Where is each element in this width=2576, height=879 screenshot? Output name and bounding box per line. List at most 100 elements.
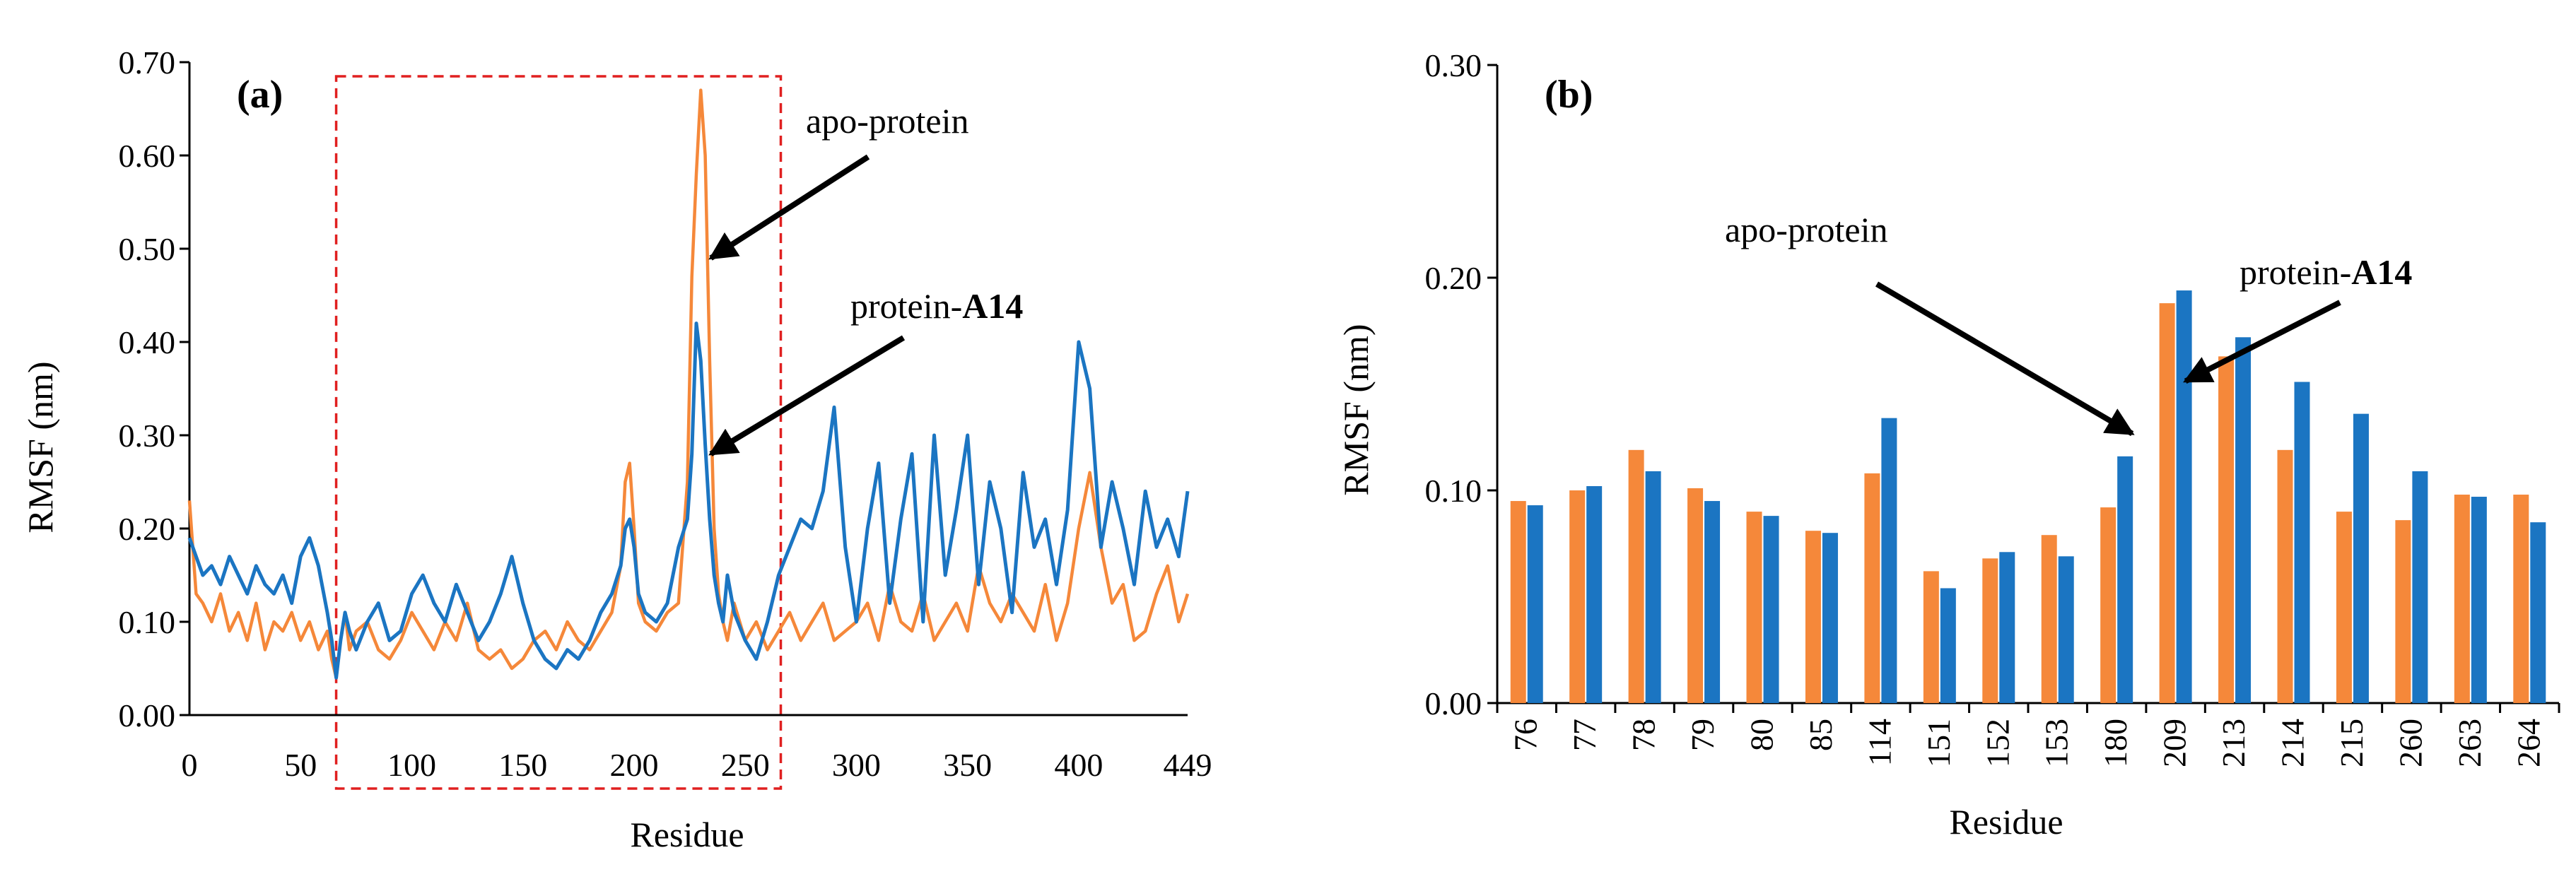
panel-b-x-tick-label: 213: [2215, 719, 2252, 767]
panel-a-a14-annotation-bold: A14: [962, 286, 1023, 326]
panel-b-bar-apo-protein: [2336, 512, 2352, 703]
panel-b-bar-protein-a14: [2058, 556, 2074, 703]
panel-a-x-tick-label: 449: [1164, 747, 1212, 783]
panel-b-y-tick-label: 0.00: [1425, 685, 1482, 721]
panel-b-label: (b): [1545, 73, 1593, 117]
panel-a-apo-annotation: apo-protein: [806, 101, 968, 141]
panel-b-bar-chart: (b) 0.00 0.10 0.20 0.30 76 77 78 79 80 85 114 151 15…: [1336, 47, 2560, 842]
panel-b-y-tick-label: 0.10: [1425, 473, 1482, 509]
panel-a-a14-arrow: [708, 335, 906, 456]
panel-a-a14-annotation: protein-A14: [850, 286, 1023, 326]
panel-a-y-tick-label: 0.70: [119, 45, 176, 81]
panel-a-apo-arrow: [708, 154, 870, 261]
panel-b-bar-apo-protein: [1805, 531, 1821, 703]
panel-b-x-tick-label: 152: [1979, 719, 2015, 767]
panel-b-x-tick-label: 214: [2275, 719, 2311, 767]
panel-a-annotations: apo-protein protein-A14: [708, 101, 1023, 456]
panel-b-bar-protein-a14: [1704, 501, 1721, 703]
panel-b-apo-annotation: apo-protein: [1725, 210, 1887, 249]
panel-b-bar-protein-a14: [2294, 382, 2310, 703]
panel-b-bar-apo-protein: [1628, 449, 1644, 703]
panel-a-y-tick-label: 0.60: [119, 138, 176, 174]
panel-b-bar-protein-a14: [1586, 485, 1603, 703]
panel-b-x-tick-label: 153: [2039, 719, 2075, 767]
panel-b-x-tick-label: 80: [1744, 719, 1780, 751]
panel-b-a14-annotation: protein-A14: [2240, 252, 2412, 292]
panel-a-x-tick-label: 300: [832, 747, 881, 783]
panel-b-x-tick-label: 114: [1861, 719, 1897, 766]
panel-b-x-tick-label: 209: [2157, 719, 2193, 767]
panel-a-a14-annotation-plain: protein-: [850, 286, 962, 326]
panel-a-y-tick-label: 0.30: [119, 418, 176, 454]
panel-a-y-tick-label: 0.20: [119, 511, 176, 547]
panel-b-bar-protein-a14: [1940, 588, 1956, 703]
panel-b-bar-protein-a14: [1645, 471, 1661, 703]
panel-b-bar-protein-a14: [2412, 471, 2428, 703]
panel-b-bar-protein-a14: [2235, 337, 2252, 703]
panel-b-bar-protein-a14: [2176, 290, 2192, 703]
panel-b-bar-protein-a14: [2471, 497, 2487, 703]
panel-b-a14-arrow: [2183, 300, 2341, 384]
panel-a-y-tick-label: 0.00: [119, 697, 176, 733]
panel-a-series-line-apo-protein: [187, 88, 1190, 680]
panel-b-x-tick-label: 78: [1626, 719, 1662, 751]
panel-a-y-tick-label: 0.10: [119, 604, 176, 640]
panel-b-bar-apo-protein: [1923, 571, 1939, 703]
panel-b-bar-protein-a14: [1881, 418, 1897, 703]
panel-a-line-chart: (a) 0.00 0.10 0.20 0.30 0.40 0.50 0.60 0.70 0 50 1…: [21, 45, 1212, 854]
panel-b-x-tick-label: 260: [2392, 719, 2428, 767]
panel-a-plot-area: [334, 75, 783, 790]
panel-b-bar-protein-a14: [2117, 456, 2133, 703]
panel-b-a14-annotation-plain: protein-: [2240, 252, 2351, 292]
panel-a-y-tick-label: 0.50: [119, 231, 176, 267]
panel-a-x-tick-label: 0: [182, 747, 198, 783]
panel-b-bar-apo-protein: [2513, 495, 2529, 703]
panel-b-bar-apo-protein: [2159, 303, 2175, 703]
panel-a-x-tick-label: 400: [1054, 747, 1103, 783]
panel-a-x-tick-label: 100: [387, 747, 436, 783]
panel-a-x-tick-label: 250: [721, 747, 770, 783]
panel-b-bar-protein-a14: [2353, 413, 2369, 703]
panel-b-bar-apo-protein: [2395, 520, 2411, 703]
panel-b-apo-arrow: [1875, 281, 2135, 437]
panel-b-y-tick-label: 0.20: [1425, 260, 1482, 296]
panel-b-a14-annotation-bold: A14: [2351, 252, 2412, 292]
panel-b-bar-apo-protein: [2041, 535, 2057, 703]
panel-a-y-tick-label: 0.40: [119, 324, 176, 360]
panel-a-x-tick-label: 200: [609, 747, 658, 783]
panel-b-bar-apo-protein: [1687, 488, 1704, 703]
panel-b-bar-apo-protein: [2277, 449, 2293, 703]
panel-b-y-tick-label: 0.30: [1425, 47, 1482, 83]
panel-b-bar-protein-a14: [1763, 516, 1779, 703]
panel-a-series: [187, 88, 1190, 680]
panel-b-x-axis-title: Residue: [1949, 802, 2063, 842]
panel-b-x-tick-label: 151: [1921, 719, 1957, 767]
panel-b-bar-apo-protein: [1982, 558, 1998, 703]
panel-b-bar-apo-protein: [2100, 507, 2117, 703]
panel-a-y-axis-title: RMSF (nm): [21, 361, 60, 533]
panel-b-x-tick-label: 215: [2334, 719, 2370, 767]
panel-b-bar-apo-protein: [2218, 356, 2235, 703]
panel-b-y-axis-title: RMSF (nm): [1336, 324, 1376, 495]
panel-a-x-tick-label: 150: [498, 747, 547, 783]
panel-a-x-axis-title: Residue: [630, 815, 744, 854]
panel-b-x-tick-label: 263: [2452, 719, 2488, 767]
panel-b-x-tick-label: 77: [1567, 719, 1603, 751]
panel-a-highlight-box: [334, 75, 783, 790]
panel-b-bar-protein-a14: [1527, 505, 1543, 703]
panel-b-bars: [1510, 290, 2546, 703]
panel-b-bar-apo-protein: [1569, 490, 1586, 703]
panel-a-ticks: 0.00 0.10 0.20 0.30 0.40 0.50 0.60 0.70 0 50 100 15…: [119, 45, 1212, 783]
panel-b-bar-protein-a14: [1822, 533, 1838, 703]
panel-b-x-tick-label: 76: [1508, 719, 1544, 751]
panel-b-bar-apo-protein: [1746, 512, 1762, 703]
panel-b-ticks: 0.00 0.10 0.20 0.30 76 77 78 79 80 85 114 151 152 153…: [1425, 47, 2560, 767]
panel-b-bar-apo-protein: [1510, 501, 1526, 703]
panel-a-x-tick-label: 350: [943, 747, 992, 783]
panel-b-bar-apo-protein: [2454, 495, 2470, 703]
panel-b-bar-protein-a14: [2530, 522, 2546, 703]
panel-a-x-tick-label: 50: [284, 747, 317, 783]
panel-b-bar-apo-protein: [1864, 473, 1880, 703]
panel-a-series-line-protein-a14: [187, 321, 1190, 680]
panel-b-x-tick-label: 180: [2097, 719, 2133, 767]
